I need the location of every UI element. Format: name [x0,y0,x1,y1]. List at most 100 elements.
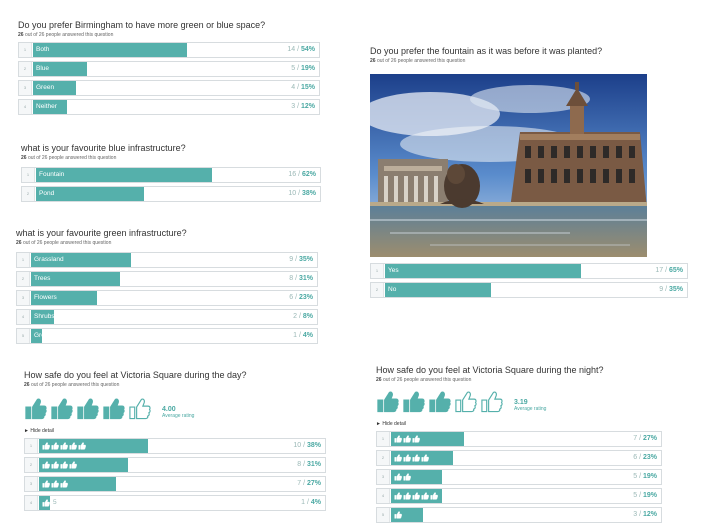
answer-index: 1 [17,253,30,267]
answer-count: 3 [291,103,296,110]
answer-row: 4 5 / 19% [376,488,662,504]
answer-separator: / [296,171,302,178]
question-title: Do you prefer the fountain as it was bef… [370,46,603,56]
answer-result: 6 / 23% [289,291,313,305]
answer-bar [39,477,117,491]
thumbs-up-icon [377,391,399,413]
answer-index: 3 [377,470,390,484]
thumbs-up-icon [403,391,425,413]
question-safety-night: How safe do you feel at Victoria Square … [376,365,662,526]
answer-count: 7 [633,435,638,442]
thumbs-up-icon [42,461,50,469]
thumbs-up-icon [403,492,411,500]
answer-result: 6 / 23% [633,451,657,465]
thumbs-up-icon [403,473,411,481]
answered-summary: 26 out of 26 people answered this questi… [376,377,472,383]
answer-row: 2 6 / 23% [376,450,662,466]
answer-separator: / [637,492,643,499]
answer-bar [33,100,68,114]
answer-percent: 23% [298,294,313,301]
answer-row: 5 Green-wall 1 / 4% [16,328,318,344]
answer-separator: / [295,103,301,110]
average-rating: 4.00 Average rating [162,406,195,419]
answer-result: 5 / 19% [633,470,657,484]
answer-result: 17 / 65% [655,264,683,278]
answer-thumbs [42,480,69,488]
answer-separator: / [637,454,643,461]
answer-result: 4 / 15% [291,81,315,95]
answer-row: 2 8 / 31% [24,457,326,473]
thumbs-up-icon [412,492,420,500]
answer-count: 10 [288,190,297,197]
answer-result: 14 / 54% [287,43,315,57]
answer-row: 4 Neither 3 / 12% [18,99,320,115]
answer-index: 2 [22,187,35,201]
answer-bar [31,310,54,324]
answer-result: 7 / 27% [297,477,321,491]
answer-percent: 31% [306,461,321,468]
thumbs-up-icon [394,473,402,481]
answer-bar [31,272,120,286]
answer-label: Blue [36,65,50,72]
answer-row: 4 5 1 / 4% [24,495,326,511]
answer-index: 1 [377,432,390,446]
answer-result: 1 / 4% [293,329,313,343]
answer-separator: / [297,332,303,339]
answer-result: 8 / 31% [297,458,321,472]
answered-summary: 26 out of 26 people answered this questi… [16,240,112,246]
answer-result: 8 / 31% [289,272,313,286]
answer-separator: / [295,84,301,91]
answer-index: 3 [19,81,32,95]
hide-detail-link[interactable]: ► Hide detail [376,421,406,427]
thumbs-up-icon [103,398,125,420]
answer-extra: 5 [53,499,57,506]
answer-label: Yes [388,267,399,274]
answer-index: 3 [17,291,30,305]
answer-list: 1 Grassland 9 / 35% 2 Trees 8 / 31% 3 Flowers 6 … [16,252,318,344]
answer-result: 1 / 4% [301,496,321,510]
answer-separator: / [296,190,302,197]
answer-count: 5 [633,492,638,499]
thumbs-up-icon [51,461,59,469]
answer-label: Trees [34,275,51,282]
answer-list: 1 10 / 38% 2 8 / 31% 3 7 / 27% 4 5 1 / 4% [24,438,326,511]
answer-label: Green-wall [34,332,66,339]
answer-separator: / [293,256,299,263]
question-fountain-preference: Do you prefer the fountain as it was bef… [370,46,688,301]
answer-row: 2 No 9 / 35% [370,282,688,298]
answer-index: 4 [17,310,30,324]
answer-bar [33,62,88,76]
thumbs-up-icon [455,391,477,413]
answer-count: 5 [291,65,296,72]
answer-separator: / [305,499,311,506]
answer-index: 1 [25,439,38,453]
answer-index: 2 [19,62,32,76]
answer-separator: / [293,275,299,282]
answer-thumbs [394,435,421,443]
answer-percent: 23% [642,454,657,461]
question-green-blue-space: Do you prefer Birmingham to have more gr… [18,20,320,118]
answer-percent: 12% [300,103,315,110]
thumbs-up-icon [42,499,50,507]
answer-result: 10 / 38% [288,187,316,201]
answer-percent: 15% [300,84,315,91]
answer-percent: 65% [668,267,683,274]
answer-separator: / [301,442,307,449]
thumbs-up-icon [60,480,68,488]
answer-label: Grassland [34,256,64,263]
answer-thumbs [394,473,412,481]
answer-result: 9 / 35% [289,253,313,267]
answer-result: 3 / 12% [633,508,657,522]
answer-separator: / [295,46,301,53]
answer-index: 1 [19,43,32,57]
answer-count: 3 [633,511,638,518]
answer-separator: / [663,267,669,274]
thumbs-up-icon [77,398,99,420]
hide-detail-link[interactable]: ► Hide detail [24,428,54,434]
answer-label: Flowers [34,294,57,301]
answer-result: 16 / 62% [288,168,316,182]
answer-separator: / [295,65,301,72]
answer-index: 2 [377,451,390,465]
answer-index: 3 [25,477,38,491]
answer-thumbs [394,454,430,462]
